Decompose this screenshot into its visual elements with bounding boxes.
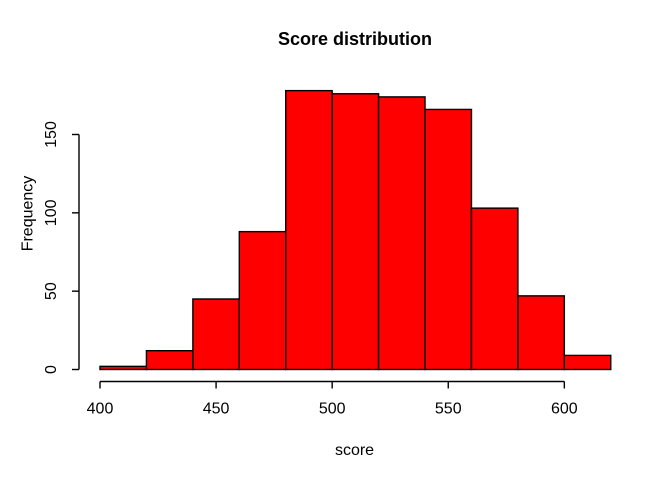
y-tick-label: 0 bbox=[43, 365, 60, 374]
y-tick-label: 150 bbox=[43, 121, 60, 148]
y-axis-title: Frequency bbox=[20, 176, 37, 252]
histogram-bar bbox=[470, 207, 519, 371]
histogram-bar bbox=[192, 298, 241, 371]
x-axis: 400 450 500 550 600 bbox=[87, 380, 578, 418]
x-tick-label: 600 bbox=[551, 401, 578, 418]
histogram-bar bbox=[99, 365, 148, 371]
chart-title: Score distribution bbox=[278, 29, 432, 49]
histogram-bar bbox=[285, 89, 333, 371]
x-tick-label: 450 bbox=[203, 401, 230, 418]
histogram-bar bbox=[563, 354, 612, 371]
histogram-bars bbox=[99, 89, 612, 371]
x-tick-label: 500 bbox=[319, 401, 346, 418]
histogram-bar bbox=[145, 349, 194, 371]
histogram-bar bbox=[377, 96, 426, 371]
histogram-bar bbox=[517, 295, 566, 371]
x-tick-label: 400 bbox=[87, 401, 114, 418]
y-tick-label: 100 bbox=[43, 199, 60, 226]
histogram-bar bbox=[238, 230, 287, 371]
y-tick-label: 50 bbox=[43, 282, 60, 300]
x-axis-title: score bbox=[335, 442, 374, 459]
y-axis: 0 50 100 150 bbox=[43, 121, 80, 374]
histogram-bar bbox=[424, 108, 473, 371]
x-tick-label: 550 bbox=[435, 401, 462, 418]
histogram-bar bbox=[331, 93, 380, 371]
